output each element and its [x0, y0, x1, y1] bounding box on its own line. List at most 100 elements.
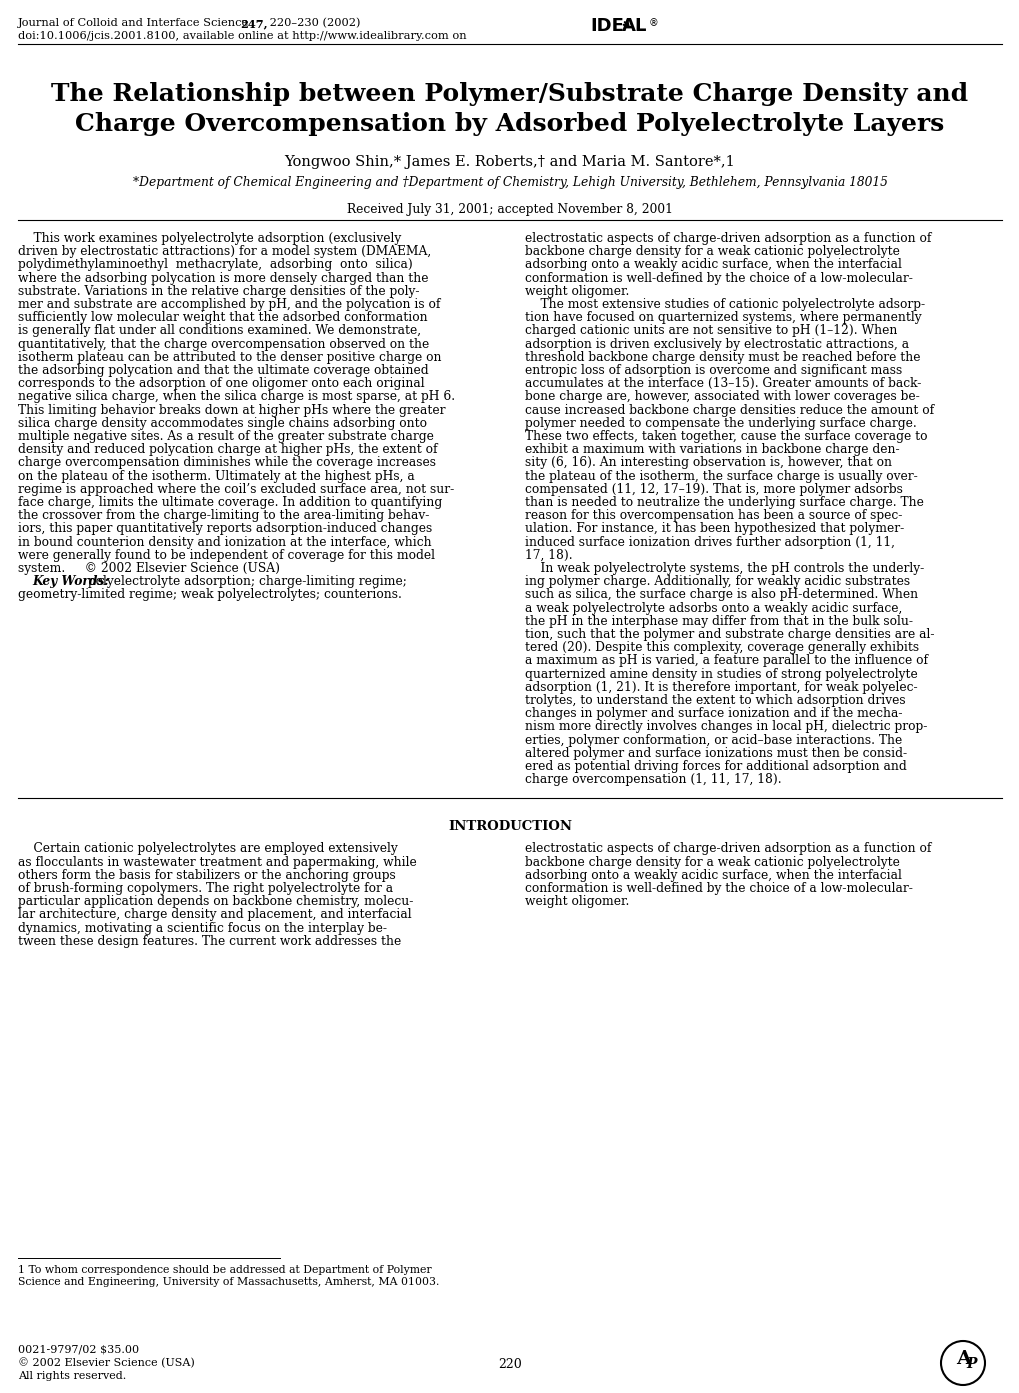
Text: 220: 220 — [497, 1358, 522, 1371]
Text: negative silica charge, when the silica charge is most sparse, at pH 6.: negative silica charge, when the silica … — [18, 390, 454, 404]
Text: ulation. For instance, it has been hypothesized that polymer-: ulation. For instance, it has been hypot… — [525, 522, 904, 535]
Text: entropic loss of adsorption is overcome and significant mass: entropic loss of adsorption is overcome … — [525, 364, 902, 378]
Text: such as silica, the surface charge is also pH-determined. When: such as silica, the surface charge is al… — [525, 588, 917, 602]
Text: particular application depends on backbone chemistry, molecu-: particular application depends on backbo… — [18, 896, 413, 908]
Text: a maximum as pH is varied, a feature parallel to the influence of: a maximum as pH is varied, a feature par… — [525, 655, 927, 667]
Text: tion have focused on quarternized systems, where permanently: tion have focused on quarternized system… — [525, 311, 921, 325]
Text: 247,: 247, — [239, 18, 267, 29]
Text: *Department of Chemical Engineering and †Department of Chemistry, Lehigh Univers: *Department of Chemical Engineering and … — [132, 176, 887, 189]
Text: induced surface ionization drives further adsorption (1, 11,: induced surface ionization drives furthe… — [525, 535, 894, 549]
Text: The most extensive studies of cationic polyelectrolyte adsorp-: The most extensive studies of cationic p… — [525, 298, 924, 311]
Text: backbone charge density for a weak cationic polyelectrolyte: backbone charge density for a weak catio… — [525, 245, 899, 258]
Text: the adsorbing polycation and that the ultimate coverage obtained: the adsorbing polycation and that the ul… — [18, 364, 428, 378]
Text: system.     © 2002 Elsevier Science (USA): system. © 2002 Elsevier Science (USA) — [18, 561, 280, 575]
Text: adsorption (1, 21). It is therefore important, for weak polyelec-: adsorption (1, 21). It is therefore impo… — [525, 681, 917, 694]
Text: adsorption is driven exclusively by electrostatic attractions, a: adsorption is driven exclusively by elec… — [525, 337, 908, 351]
Text: the plateau of the isotherm, the surface charge is usually over-: the plateau of the isotherm, the surface… — [525, 469, 917, 482]
Text: In weak polyelectrolyte systems, the pH controls the underly-: In weak polyelectrolyte systems, the pH … — [525, 561, 923, 575]
Text: face charge, limits the ultimate coverage. In addition to quantifying: face charge, limits the ultimate coverag… — [18, 496, 442, 508]
Text: substrate. Variations in the relative charge densities of the poly-: substrate. Variations in the relative ch… — [18, 284, 419, 298]
Text: adsorbing onto a weakly acidic surface, when the interfacial: adsorbing onto a weakly acidic surface, … — [525, 258, 901, 272]
Text: Key Words:: Key Words: — [32, 575, 109, 588]
Text: 1 To whom correspondence should be addressed at Department of Polymer: 1 To whom correspondence should be addre… — [18, 1265, 431, 1275]
Text: charged cationic units are not sensitive to pH (1–12). When: charged cationic units are not sensitive… — [525, 325, 897, 337]
Text: ®: ® — [648, 18, 658, 28]
Text: reason for this overcompensation has been a source of spec-: reason for this overcompensation has bee… — [525, 510, 902, 522]
Text: dynamics, motivating a scientific focus on the interplay be-: dynamics, motivating a scientific focus … — [18, 922, 386, 935]
Text: tered (20). Despite this complexity, coverage generally exhibits: tered (20). Despite this complexity, cov… — [525, 641, 918, 655]
Text: sufficiently low molecular weight that the adsorbed conformation: sufficiently low molecular weight that t… — [18, 311, 427, 325]
Text: charge overcompensation (1, 11, 17, 18).: charge overcompensation (1, 11, 17, 18). — [525, 773, 781, 786]
Text: where the adsorbing polycation is more densely charged than the: where the adsorbing polycation is more d… — [18, 272, 428, 284]
Text: Journal of Colloid and Interface Science: Journal of Colloid and Interface Science — [18, 18, 253, 28]
Text: multiple negative sites. As a result of the greater substrate charge: multiple negative sites. As a result of … — [18, 430, 433, 443]
Text: quarternized amine density in studies of strong polyelectrolyte: quarternized amine density in studies of… — [525, 667, 917, 681]
Text: trolytes, to understand the extent to which adsorption drives: trolytes, to understand the extent to wh… — [525, 694, 905, 708]
Text: © 2002 Elsevier Science (USA): © 2002 Elsevier Science (USA) — [18, 1358, 195, 1368]
Text: 0021-9797/02 $35.00: 0021-9797/02 $35.00 — [18, 1346, 139, 1355]
Text: silica charge density accommodates single chains adsorbing onto: silica charge density accommodates singl… — [18, 417, 427, 430]
Text: corresponds to the adsorption of one oligomer onto each original: corresponds to the adsorption of one oli… — [18, 378, 424, 390]
Text: of brush-forming copolymers. The right polyelectrolyte for a: of brush-forming copolymers. The right p… — [18, 882, 392, 894]
Text: bone charge are, however, associated with lower coverages be-: bone charge are, however, associated wit… — [525, 390, 919, 404]
Text: Certain cationic polyelectrolytes are employed extensively: Certain cationic polyelectrolytes are em… — [18, 843, 397, 855]
Text: quantitatively, that the charge overcompensation observed on the: quantitatively, that the charge overcomp… — [18, 337, 429, 351]
Text: a weak polyelectrolyte adsorbs onto a weakly acidic surface,: a weak polyelectrolyte adsorbs onto a we… — [525, 602, 902, 614]
Text: erties, polymer conformation, or acid–base interactions. The: erties, polymer conformation, or acid–ba… — [525, 734, 902, 747]
Text: Yongwoo Shin,* James E. Roberts,† and Maria M. Santore*,1: Yongwoo Shin,* James E. Roberts,† and Ma… — [284, 155, 735, 169]
Text: weight oligomer.: weight oligomer. — [525, 896, 629, 908]
Text: regime is approached where the coil’s excluded surface area, not sur-: regime is approached where the coil’s ex… — [18, 483, 453, 496]
Text: altered polymer and surface ionizations must then be consid-: altered polymer and surface ionizations … — [525, 747, 906, 759]
Text: others form the basis for stabilizers or the anchoring groups: others form the basis for stabilizers or… — [18, 869, 395, 882]
Text: lar architecture, charge density and placement, and interfacial: lar architecture, charge density and pla… — [18, 908, 412, 921]
Text: adsorbing onto a weakly acidic surface, when the interfacial: adsorbing onto a weakly acidic surface, … — [525, 869, 901, 882]
Text: electrostatic aspects of charge-driven adsorption as a function of: electrostatic aspects of charge-driven a… — [525, 843, 930, 855]
Text: The Relationship between Polymer/Substrate Charge Density and: The Relationship between Polymer/Substra… — [51, 82, 968, 106]
Text: cause increased backbone charge densities reduce the amount of: cause increased backbone charge densitie… — [525, 404, 933, 417]
Text: Science and Engineering, University of Massachusetts, Amherst, MA 01003.: Science and Engineering, University of M… — [18, 1277, 439, 1287]
Text: polydimethylaminoethyl  methacrylate,  adsorbing  onto  silica): polydimethylaminoethyl methacrylate, ads… — [18, 258, 413, 272]
Text: 17, 18).: 17, 18). — [525, 549, 572, 561]
Text: isotherm plateau can be attributed to the denser positive charge on: isotherm plateau can be attributed to th… — [18, 351, 441, 364]
Text: threshold backbone charge density must be reached before the: threshold backbone charge density must b… — [525, 351, 919, 364]
Text: charge overcompensation diminishes while the coverage increases: charge overcompensation diminishes while… — [18, 457, 435, 469]
Text: exhibit a maximum with variations in backbone charge den-: exhibit a maximum with variations in bac… — [525, 443, 899, 456]
Text: nism more directly involves changes in local pH, dielectric prop-: nism more directly involves changes in l… — [525, 720, 926, 733]
Text: conformation is well-defined by the choice of a low-molecular-: conformation is well-defined by the choi… — [525, 272, 912, 284]
Text: tween these design features. The current work addresses the: tween these design features. The current… — [18, 935, 400, 947]
Text: geometry-limited regime; weak polyelectrolytes; counterions.: geometry-limited regime; weak polyelectr… — [18, 588, 401, 602]
Text: P: P — [965, 1357, 975, 1371]
FancyArrowPatch shape — [623, 22, 628, 26]
Text: is generally flat under all conditions examined. We demonstrate,: is generally flat under all conditions e… — [18, 325, 421, 337]
Text: This limiting behavior breaks down at higher pHs where the greater: This limiting behavior breaks down at hi… — [18, 404, 445, 417]
Text: These two effects, taken together, cause the surface coverage to: These two effects, taken together, cause… — [525, 430, 926, 443]
Text: electrostatic aspects of charge-driven adsorption as a function of: electrostatic aspects of charge-driven a… — [525, 233, 930, 245]
Text: polymer needed to compensate the underlying surface charge.: polymer needed to compensate the underly… — [525, 417, 916, 430]
Text: compensated (11, 12, 17–19). That is, more polymer adsorbs: compensated (11, 12, 17–19). That is, mo… — [525, 483, 902, 496]
Text: as flocculants in wastewater treatment and papermaking, while: as flocculants in wastewater treatment a… — [18, 855, 417, 869]
Text: were generally found to be independent of coverage for this model: were generally found to be independent o… — [18, 549, 434, 561]
Text: than is needed to neutralize the underlying surface charge. The: than is needed to neutralize the underly… — [525, 496, 923, 508]
Text: conformation is well-defined by the choice of a low-molecular-: conformation is well-defined by the choi… — [525, 882, 912, 894]
Text: the crossover from the charge-limiting to the area-limiting behav-: the crossover from the charge-limiting t… — [18, 510, 429, 522]
Text: A: A — [955, 1350, 970, 1368]
Text: accumulates at the interface (13–15). Greater amounts of back-: accumulates at the interface (13–15). Gr… — [525, 378, 920, 390]
Text: the pH in the interphase may differ from that in the bulk solu-: the pH in the interphase may differ from… — [525, 614, 912, 628]
Circle shape — [941, 1341, 984, 1385]
Text: doi:10.1006/jcis.2001.8100, available online at http://www.idealibrary.com on: doi:10.1006/jcis.2001.8100, available on… — [18, 31, 466, 40]
Text: changes in polymer and surface ionization and if the mecha-: changes in polymer and surface ionizatio… — [525, 708, 902, 720]
Text: iors, this paper quantitatively reports adsorption-induced changes: iors, this paper quantitatively reports … — [18, 522, 432, 535]
Text: in bound counterion density and ionization at the interface, which: in bound counterion density and ionizati… — [18, 535, 431, 549]
Text: density and reduced polycation charge at higher pHs, the extent of: density and reduced polycation charge at… — [18, 443, 437, 456]
Text: 220–230 (2002): 220–230 (2002) — [266, 18, 360, 28]
Text: driven by electrostatic attractions) for a model system (DMAEMA,: driven by electrostatic attractions) for… — [18, 245, 431, 258]
Text: on the plateau of the isotherm. Ultimately at the highest pHs, a: on the plateau of the isotherm. Ultimate… — [18, 469, 415, 482]
Text: INTRODUCTION: INTRODUCTION — [447, 820, 572, 833]
Text: ered as potential driving forces for additional adsorption and: ered as potential driving forces for add… — [525, 761, 906, 773]
Text: polyelectrolyte adsorption; charge-limiting regime;: polyelectrolyte adsorption; charge-limit… — [84, 575, 407, 588]
Text: This work examines polyelectrolyte adsorption (exclusively: This work examines polyelectrolyte adsor… — [18, 233, 400, 245]
Text: tion, such that the polymer and substrate charge densities are al-: tion, such that the polymer and substrat… — [525, 628, 933, 641]
Text: L: L — [634, 17, 645, 35]
Text: weight oligomer.: weight oligomer. — [525, 284, 629, 298]
Text: Charge Overcompensation by Adsorbed Polyelectrolyte Layers: Charge Overcompensation by Adsorbed Poly… — [75, 111, 944, 137]
